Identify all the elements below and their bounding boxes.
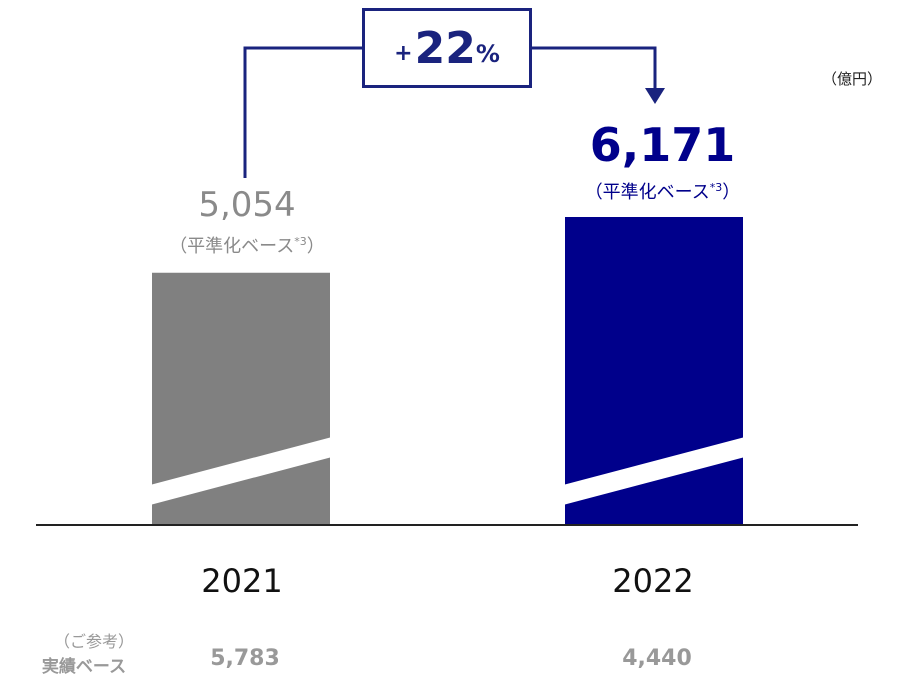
growth-number: 22 [414, 22, 476, 74]
note-text: （平準化ベース [169, 236, 295, 257]
reference-value-2022: 4,440 [622, 646, 692, 671]
x-tick-label-2022: 2022 [612, 562, 694, 600]
reference-header: （ご参考） [53, 632, 134, 651]
axis-break-2022 [563, 437, 745, 505]
bar-value-2022: 6,171 [589, 118, 736, 172]
unit-label: （億円） [822, 70, 883, 88]
axis-break-2021 [150, 437, 332, 505]
growth-percent: % [475, 40, 500, 68]
note-end: ） [306, 236, 325, 257]
reference-label: 実績ベース [41, 657, 127, 677]
growth-prefix: + [394, 40, 413, 66]
growth-badge: + 22 % [362, 8, 532, 88]
note-sup: *3 [709, 181, 723, 194]
bar-note-2021: （平準化ベース*3） [122, 232, 372, 258]
note-sup: *3 [294, 235, 307, 248]
note-end: ） [722, 182, 741, 203]
x-tick-label-2021: 2021 [201, 562, 283, 600]
growth-connector [243, 46, 657, 178]
bar-value-2021: 5,054 [198, 185, 296, 225]
reference-value-2021: 5,783 [210, 646, 280, 671]
bar-note-2022: （平準化ベース*3） [525, 178, 800, 204]
note-text: （平準化ベース [584, 182, 710, 203]
growth-arrowhead [645, 88, 665, 104]
